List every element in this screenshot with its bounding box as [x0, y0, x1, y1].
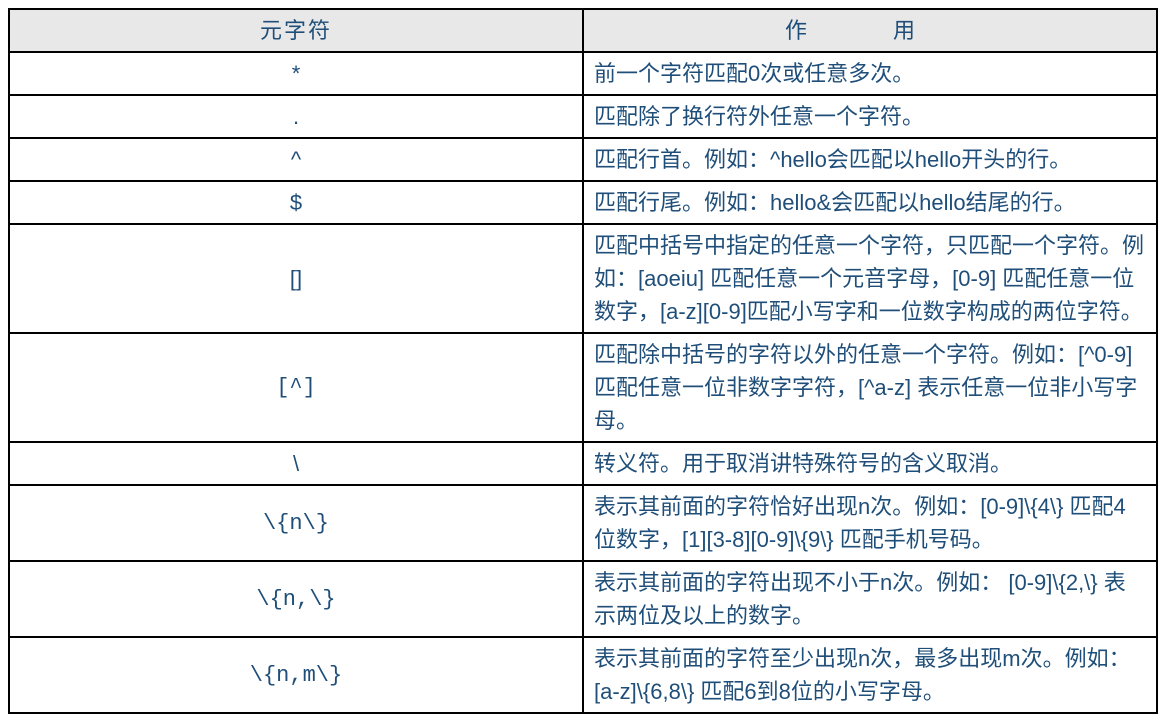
description-cell: 转义符。用于取消讲特殊符号的含义取消。 — [583, 442, 1157, 485]
metachar-cell: $ — [9, 181, 583, 224]
table-row: ^ 匹配行首。例如：^hello会匹配以hello开头的行。 — [9, 138, 1157, 181]
metachar-cell: \{n,\} — [9, 561, 583, 637]
description-cell: 前一个字符匹配0次或任意多次。 — [583, 52, 1157, 95]
metachar-cell: \{n,m\} — [9, 637, 583, 713]
table-row: [^] 匹配除中括号的字符以外的任意一个字符。例如：[^0-9] 匹配任意一位非… — [9, 333, 1157, 442]
table-row: $ 匹配行尾。例如：hello&会匹配以hello结尾的行。 — [9, 181, 1157, 224]
table-body: * 前一个字符匹配0次或任意多次。 . 匹配除了换行符外任意一个字符。 ^ 匹配… — [9, 52, 1157, 713]
description-cell: 表示其前面的字符恰好出现n次。例如：[0-9]\{4\} 匹配4位数字，[1][… — [583, 485, 1157, 561]
table-row: \{n,m\} 表示其前面的字符至少出现n次，最多出现m次。例如： [a-z]\… — [9, 637, 1157, 713]
metachar-cell: ^ — [9, 138, 583, 181]
description-cell: 匹配行首。例如：^hello会匹配以hello开头的行。 — [583, 138, 1157, 181]
description-cell: 表示其前面的字符至少出现n次，最多出现m次。例如： [a-z]\{6,8\} 匹… — [583, 637, 1157, 713]
description-cell: 匹配除了换行符外任意一个字符。 — [583, 95, 1157, 138]
description-cell: 匹配中括号中指定的任意一个字符，只匹配一个字符。例如：[aoeiu] 匹配任意一… — [583, 224, 1157, 333]
table-header-row: 元字符 作 用 — [9, 9, 1157, 52]
table-row: \{n,\} 表示其前面的字符出现不小于n次。例如： [0-9]\{2,\} 表… — [9, 561, 1157, 637]
description-cell: 表示其前面的字符出现不小于n次。例如： [0-9]\{2,\} 表示两位及以上的… — [583, 561, 1157, 637]
header-metachar: 元字符 — [9, 9, 583, 52]
metachar-cell: [] — [9, 224, 583, 333]
header-description: 作 用 — [583, 9, 1157, 52]
metachar-cell: * — [9, 52, 583, 95]
description-cell: 匹配除中括号的字符以外的任意一个字符。例如：[^0-9] 匹配任意一位非数字字符… — [583, 333, 1157, 442]
regex-reference-table: 元字符 作 用 * 前一个字符匹配0次或任意多次。 . 匹配除了换行符外任意一个… — [8, 8, 1158, 714]
description-cell: 匹配行尾。例如：hello&会匹配以hello结尾的行。 — [583, 181, 1157, 224]
table-row: . 匹配除了换行符外任意一个字符。 — [9, 95, 1157, 138]
table-row: \ 转义符。用于取消讲特殊符号的含义取消。 — [9, 442, 1157, 485]
table-row: [] 匹配中括号中指定的任意一个字符，只匹配一个字符。例如：[aoeiu] 匹配… — [9, 224, 1157, 333]
table-row: \{n\} 表示其前面的字符恰好出现n次。例如：[0-9]\{4\} 匹配4位数… — [9, 485, 1157, 561]
table-row: * 前一个字符匹配0次或任意多次。 — [9, 52, 1157, 95]
metachar-cell: . — [9, 95, 583, 138]
metachar-cell: \{n\} — [9, 485, 583, 561]
metachar-cell: \ — [9, 442, 583, 485]
metachar-cell: [^] — [9, 333, 583, 442]
